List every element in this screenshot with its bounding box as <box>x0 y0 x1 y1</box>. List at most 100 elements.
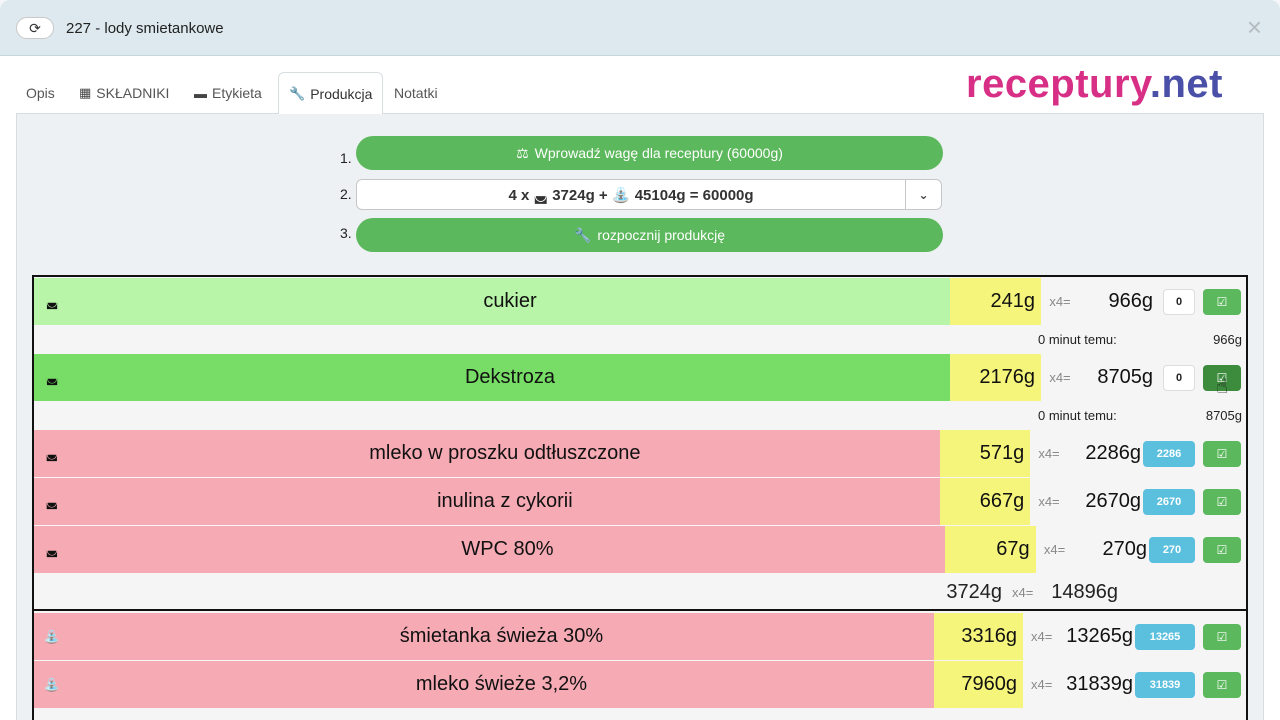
wrench-icon: 🔧 <box>573 226 592 243</box>
ingredient-row: ◛ cukier 241g x4= 966g 0 ☑ <box>34 278 1246 325</box>
hand-cursor-icon: ☝ <box>1216 376 1229 398</box>
row-actions: 0 ☑ <box>1155 278 1246 325</box>
logo: receptury.net <box>966 62 1223 107</box>
ingredient-weight: 241g <box>950 278 1041 325</box>
window-title: 227 - lody smietankowe <box>66 20 224 37</box>
ingredient-row: ◛ mleko w proszku odtłuszczone 571g x4= … <box>34 430 1246 477</box>
row-actions: 270 ☑ <box>1149 526 1246 573</box>
amount-badge[interactable]: 270 <box>1149 536 1195 563</box>
row-actions: 31839 ☑ <box>1135 661 1246 708</box>
ingredient-name: mleko świeże 3,2% <box>69 661 934 708</box>
multiplier: x4= <box>1041 278 1079 325</box>
tab-opis[interactable]: Opis <box>26 72 55 114</box>
check-icon: ☑ <box>1216 494 1228 509</box>
title-bar: ⟳ 227 - lody smietankowe × <box>0 0 1280 56</box>
tab-skladniki[interactable]: ▦ SKŁADNIKI <box>79 72 169 114</box>
ingredient-row: ⛲ śmietanka świeża 30% 3316g x4= 13265g … <box>34 613 1246 660</box>
tab-produkcja[interactable]: 🔧 Produkcja <box>278 72 384 115</box>
confirm-button[interactable]: ☑ <box>1203 623 1241 650</box>
weigh-counter[interactable]: 0 <box>1163 288 1195 315</box>
ingredient-weight: 7960g <box>933 661 1024 708</box>
confirm-button[interactable]: ☑ <box>1203 288 1241 315</box>
dry-ingredients-sum: 3724g x4= 14896g <box>34 574 1246 611</box>
check-icon: ☑ <box>1216 446 1228 461</box>
tab-label: Opis <box>26 85 55 101</box>
ingredient-weight: 667g <box>940 478 1031 525</box>
tab-label: Notatki <box>394 85 438 101</box>
ingredient-total: 13265g <box>1060 613 1135 660</box>
bowl-icon: ◛ <box>34 354 70 401</box>
tab-etykieta[interactable]: ▬ Etykieta <box>194 72 262 114</box>
tab-label: Produkcja <box>310 85 373 102</box>
weigh-recipe-label: Wprowadź wagę dla receptury (60000g) <box>534 145 783 161</box>
confirm-button[interactable]: ☑ <box>1203 440 1241 467</box>
faucet-icon: ⛲ <box>34 613 70 660</box>
row-actions: 13265 ☑ <box>1135 613 1246 660</box>
ingredients-table: ◛ cukier 241g x4= 966g 0 ☑ 0 minut temu:… <box>32 275 1248 720</box>
check-icon: ☑ <box>1216 677 1228 692</box>
multiplier: x4= <box>1041 354 1079 401</box>
ingredient-total: 966g <box>1079 278 1155 325</box>
step-1-number: 1. <box>340 150 352 166</box>
ingredient-total: 31839g <box>1060 661 1135 708</box>
amount-badge[interactable]: 2286 <box>1143 440 1195 467</box>
ingredient-name: WPC 80% <box>69 526 946 573</box>
chevron-down-icon[interactable]: ⌄ <box>905 180 941 209</box>
ingredient-total: 2286g <box>1067 430 1143 477</box>
ingredient-name: mleko w proszku odtłuszczone <box>69 430 941 477</box>
confirm-button[interactable]: ☑ <box>1203 364 1241 391</box>
ingredient-weight: 2176g <box>950 354 1041 401</box>
multiplier: x4= <box>1035 526 1074 573</box>
calculator-icon: ▦ <box>79 85 92 100</box>
ingredient-name: śmietanka świeża 30% <box>69 613 934 660</box>
check-icon: ☑ <box>1216 542 1228 557</box>
tab-notatki[interactable]: Notatki <box>394 72 438 114</box>
tab-label: SKŁADNIKI <box>96 85 170 101</box>
confirm-button[interactable]: ☑ <box>1203 536 1241 563</box>
ingredient-log: 0 minut temu: 8705g <box>34 401 1246 430</box>
check-icon: ☑ <box>1216 370 1228 385</box>
sum-total: 14896g <box>1051 581 1118 603</box>
ingredient-row: ◛ WPC 80% 67g x4= 270g 270 ☑ <box>34 526 1246 573</box>
batch-select[interactable]: 4 x ◛ 3724g + ⛲ 45104g = 60000g ⌄ <box>356 179 942 210</box>
bowl-icon: ◛ <box>34 478 70 525</box>
row-actions: 0 ☑ <box>1155 354 1246 401</box>
tab-label: Etykieta <box>212 85 262 101</box>
multiplier: x4= <box>1023 661 1061 708</box>
wrench-icon: 🔧 <box>289 85 306 101</box>
batch-part-1: 4 x <box>508 186 530 204</box>
ingredient-weight: 571g <box>940 430 1031 477</box>
weigh-counter[interactable]: 0 <box>1163 364 1195 391</box>
multiplier: x4= <box>1023 613 1061 660</box>
amount-badge[interactable]: 13265 <box>1135 623 1195 650</box>
multiplier: x4= <box>1030 430 1068 477</box>
ingredient-weight: 3316g <box>933 613 1024 660</box>
weigh-recipe-button[interactable]: ⚖ Wprowadź wagę dla receptury (60000g) <box>356 136 943 170</box>
bowl-icon: ◛ <box>34 278 70 325</box>
start-production-button[interactable]: 🔧 rozpocznij produkcję <box>356 218 943 252</box>
logo-part-2: .net <box>1149 62 1223 106</box>
refresh-icon: ⟳ <box>29 19 41 36</box>
confirm-button[interactable]: ☑ <box>1203 488 1241 515</box>
log-amount: 8705g <box>1205 408 1242 423</box>
bowl-icon: ◛ <box>34 430 70 477</box>
logo-part-1: receptury <box>966 62 1150 106</box>
amount-badge[interactable]: 31839 <box>1135 671 1195 698</box>
step-2-number: 2. <box>340 186 352 202</box>
batch-part-3: 45104g = 60000g <box>634 186 754 204</box>
refresh-button[interactable]: ⟳ <box>16 17 54 39</box>
row-actions: 2286 ☑ <box>1143 430 1246 477</box>
scale-icon: ⚖ <box>516 144 529 161</box>
start-production-label: rozpocznij produkcję <box>597 227 726 243</box>
ingredient-row: ◛ Dekstroza 2176g x4= 8705g 0 ☑ <box>34 354 1246 401</box>
batch-part-2: 3724g + <box>552 186 608 204</box>
ingredient-name: cukier <box>70 278 950 325</box>
sum-weight: 3724g <box>946 581 1002 603</box>
multiplier: x4= <box>1030 478 1068 525</box>
label-icon: ▬ <box>194 85 207 101</box>
confirm-button[interactable]: ☑ <box>1203 671 1241 698</box>
amount-badge[interactable]: 2670 <box>1143 488 1195 515</box>
close-icon[interactable]: × <box>1246 12 1262 42</box>
ingredient-total: 8705g <box>1079 354 1155 401</box>
